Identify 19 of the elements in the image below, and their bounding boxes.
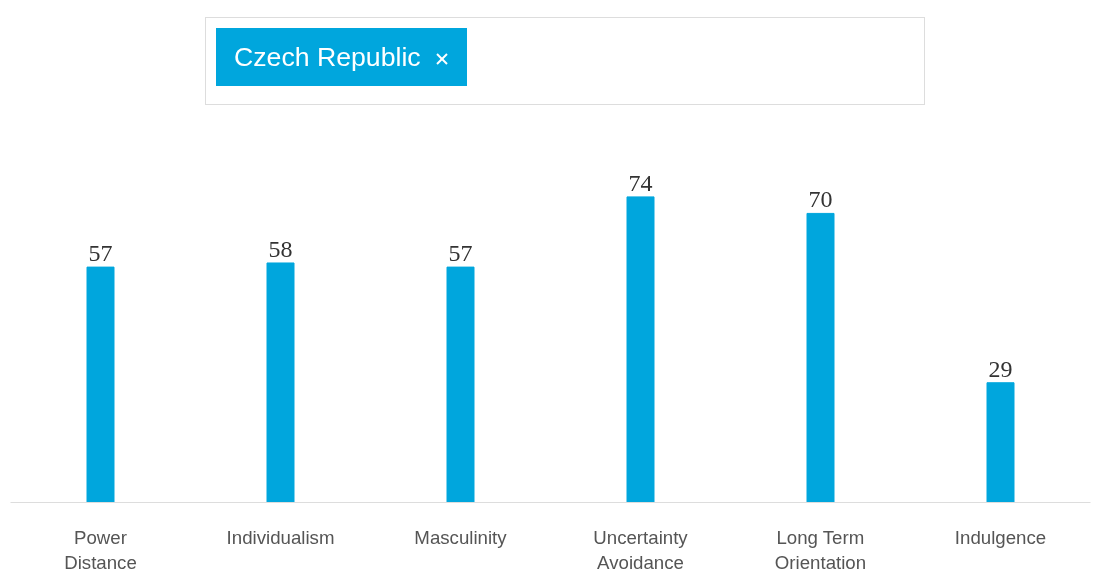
x-tick-label: Individualism: [226, 526, 335, 548]
bar: [266, 262, 295, 503]
x-tick-label: Indulgence: [954, 526, 1047, 548]
data-label: 57: [448, 240, 473, 267]
data-label: 70: [808, 186, 833, 213]
data-label: 74: [628, 169, 653, 196]
data-label: 29: [988, 355, 1013, 382]
bar: [446, 266, 475, 503]
legend-item: Czech Republic: [216, 28, 467, 87]
data-label: 58: [268, 235, 293, 262]
x-tick-label: Long Term Orientation: [774, 526, 867, 573]
x-tick-label: Masculinity: [414, 526, 508, 548]
bar: [806, 212, 835, 503]
x-tick-label: Uncertainty Avoidance: [593, 526, 689, 573]
bar: [626, 196, 655, 503]
bar: [86, 266, 115, 503]
bar: [986, 382, 1015, 503]
x-tick-label: Power Distance: [64, 526, 137, 573]
data-label: 57: [88, 240, 113, 267]
